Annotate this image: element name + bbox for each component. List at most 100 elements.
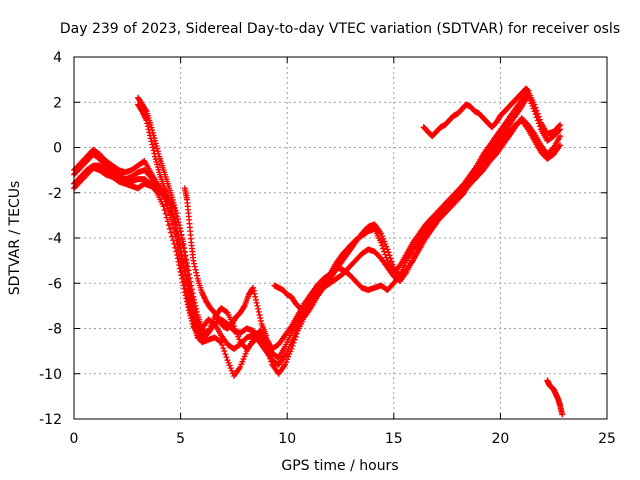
data-point [181,265,188,272]
x-tick-label: 20 [491,431,509,447]
axis-ticks [73,56,608,420]
data-point [184,282,191,289]
data-point [557,121,564,128]
data-point [388,258,395,265]
data-point [174,235,181,241]
y-tick-label: -12 [39,412,62,428]
data-point [168,229,175,236]
data-point [169,233,176,240]
data-series [420,85,532,140]
data-point [186,271,193,278]
data-point [186,292,193,299]
data-point [187,296,194,303]
data-point [143,117,150,124]
data-point [223,308,230,315]
data-point [385,249,392,256]
data-series [544,377,566,418]
data-point [383,254,390,261]
data-series [134,101,205,341]
data-point [146,129,153,136]
data-point [185,267,192,274]
data-point [396,263,403,270]
data-point [252,293,259,300]
data-point [190,257,197,264]
data-point [379,242,386,249]
data-point [240,304,247,311]
data-point [549,145,556,152]
data-point [533,107,540,114]
data-point [147,132,154,139]
data-point [179,258,186,265]
data-point [186,289,193,296]
data-point [169,210,176,217]
data-point [165,222,172,229]
x-tick-label: 15 [385,431,403,447]
data-point [170,216,177,223]
data-point [191,260,198,267]
data-point [217,338,224,345]
data-point [176,241,183,248]
data-point [223,354,230,361]
data-point [183,256,190,263]
data-point [250,287,257,294]
data-point [221,348,228,355]
data-point [183,298,190,305]
data-point [182,272,189,279]
data-point [251,290,258,297]
data-point [387,255,394,262]
data-point [257,317,264,324]
data-point [326,275,333,282]
data-series [71,115,564,368]
data-point [535,113,542,120]
data-point [183,295,190,302]
data-point [183,259,190,266]
data-point [189,306,196,313]
data-point [169,213,176,220]
data-point [183,279,190,286]
data-point [180,262,187,269]
data-point [262,332,269,339]
data-point [382,251,389,258]
data-point [177,248,184,255]
data-point [145,126,152,133]
chart-title: Day 239 of 2023, Sidereal Day-to-day VTE… [60,21,620,37]
data-point [163,214,170,221]
data-point [203,332,210,339]
y-tick-label: -6 [48,276,62,292]
x-tick-label: 10 [278,431,296,447]
data-point [174,231,181,238]
data-point [144,123,151,130]
data-point [559,411,566,418]
x-axis-label: GPS time / hours [281,458,398,474]
data-point [525,87,532,94]
data-point [184,301,191,308]
data-point [164,218,171,225]
data-point [171,219,178,226]
data-point [191,263,198,270]
y-tick-label: -8 [48,322,62,338]
data-point [150,147,157,154]
data-point [179,255,186,262]
data-point [255,308,262,315]
data-point [193,308,200,315]
data-point [531,101,538,108]
data-point [183,275,190,282]
data-point [386,252,393,259]
y-tick-label: 2 [53,95,62,111]
data-series [271,275,333,316]
data-point [255,305,262,312]
x-tick-label: 0 [70,431,79,447]
data-point [218,339,225,346]
data-point [219,342,226,349]
data-point [257,314,264,321]
data-point [162,210,169,217]
data-series [71,92,564,361]
data-point [178,251,185,258]
data-point [256,311,263,318]
data-point [193,272,200,279]
data-point [249,340,256,347]
data-point [381,248,388,255]
data-point [160,203,167,210]
data-series [181,185,269,339]
